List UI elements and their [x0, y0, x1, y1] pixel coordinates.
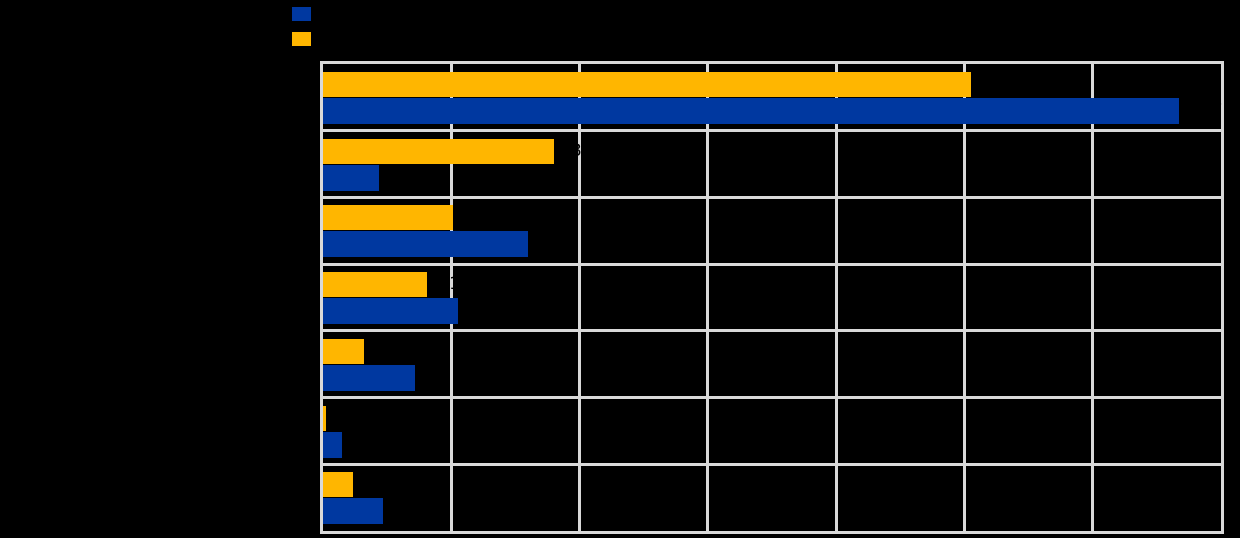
bar-yellow-row-5 [323, 338, 365, 364]
bar-value-label: 2.3 [358, 474, 386, 495]
bar-value-label: 4.4 [385, 167, 413, 188]
gridline-vertical [578, 64, 582, 531]
bar-blue-row-4 [323, 298, 458, 325]
legend-swatch-blue [292, 7, 311, 21]
legend [292, 7, 412, 47]
plot-area: 50.5 66.7 18.0 4.4 10.1 16.0 8.1 10.5 3.2 7.2 0.2 1… [320, 61, 1224, 534]
bar-yellow-row-6 [323, 405, 326, 431]
bar-value-label: 7.2 [421, 367, 449, 388]
bar-yellow-row-4 [323, 272, 427, 298]
gridline-horizontal [323, 129, 1221, 133]
bar-yellow-row-7 [323, 472, 353, 498]
bar-value-label: 18.0 [559, 140, 598, 161]
bar-blue-row-1 [323, 98, 1179, 124]
bar-value-label: 8.1 [432, 274, 460, 295]
bar-value-label: 16.0 [534, 234, 573, 255]
bar-value-label: 3.2 [370, 340, 398, 361]
bar-blue-row-2 [323, 164, 380, 191]
gridline-horizontal [323, 262, 1221, 266]
gridline-vertical [1091, 64, 1095, 531]
bar-value-label: 0.2 [331, 407, 359, 428]
bar-value-label: 66.7 [1184, 101, 1223, 121]
legend-swatch-yellow [292, 32, 311, 46]
gridline-horizontal [323, 329, 1221, 333]
gridline-horizontal [323, 396, 1221, 400]
bar-blue-row-5 [323, 364, 416, 391]
bar-value-label: 10.5 [463, 301, 502, 322]
bar-value-label: 4.7 [389, 501, 417, 522]
gridline-vertical [449, 64, 453, 531]
bar-yellow-row-3 [323, 205, 453, 231]
bar-blue-row-6 [323, 431, 343, 458]
gridline-horizontal [323, 195, 1221, 199]
bar-blue-row-7 [323, 498, 384, 525]
bar-blue-row-3 [323, 231, 529, 258]
gridline-vertical [834, 64, 838, 531]
gridline-vertical [706, 64, 710, 531]
bar-value-label: 50.5 [976, 74, 1015, 94]
gridline-vertical [962, 64, 966, 531]
bar-yellow-row-1 [323, 72, 971, 97]
bar-value-label: 1.5 [348, 434, 376, 455]
title-area [10, 8, 280, 53]
gridline-horizontal [323, 462, 1221, 466]
bar-yellow-row-2 [323, 138, 554, 164]
bar-value-label: 10.1 [458, 207, 497, 228]
